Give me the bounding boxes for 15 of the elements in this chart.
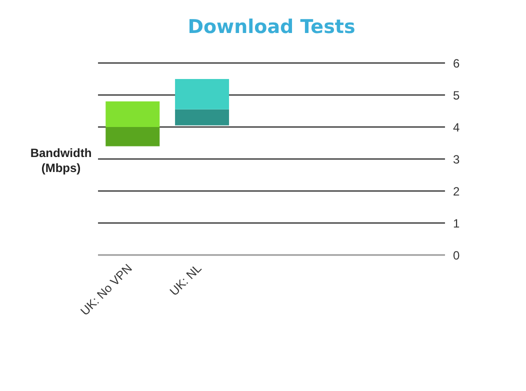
y-axis-title: Bandwidth (Mbps) <box>29 146 93 176</box>
x-tick-label: UK: NL <box>166 261 204 298</box>
bar <box>175 109 230 126</box>
y-tick-label: 1 <box>453 216 460 230</box>
y-tick-label: 2 <box>453 184 460 198</box>
y-tick-label: 4 <box>453 120 460 134</box>
x-tick-label: UK: No VPN <box>78 261 135 318</box>
bar <box>106 101 160 127</box>
bar <box>106 127 160 146</box>
chart-title: Download Tests <box>186 16 356 38</box>
y-tick-label: 3 <box>453 152 460 166</box>
y-tick-label: 6 <box>453 56 460 70</box>
y-tick-label: 0 <box>453 248 460 262</box>
y-tick-label: 5 <box>453 88 460 102</box>
bar <box>175 79 230 110</box>
